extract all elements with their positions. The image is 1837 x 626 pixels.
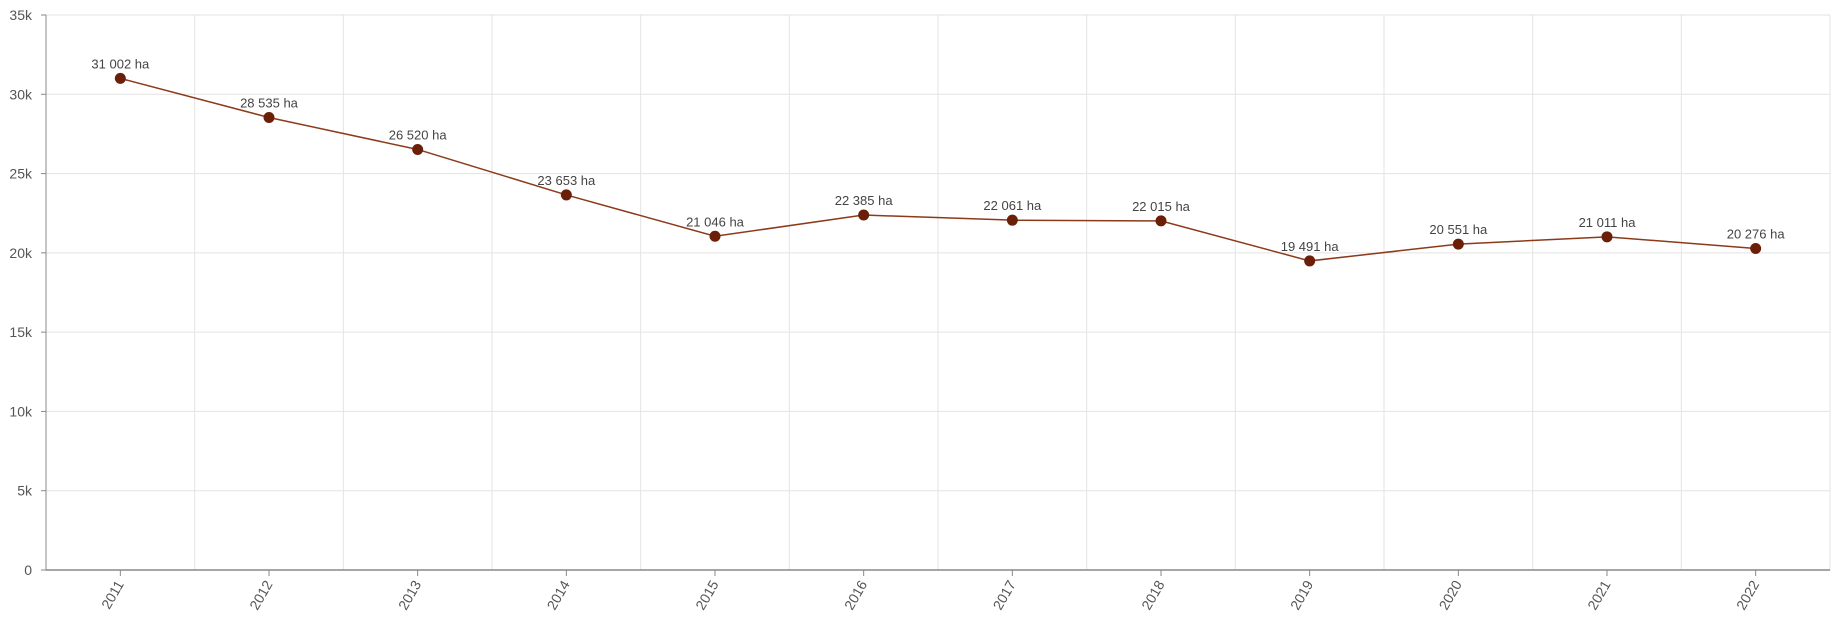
y-tick-label: 30k bbox=[9, 86, 33, 102]
data-label: 20 551 ha bbox=[1429, 222, 1488, 237]
data-point[interactable] bbox=[1155, 215, 1167, 227]
data-label: 22 385 ha bbox=[835, 193, 894, 208]
data-label: 20 276 ha bbox=[1727, 226, 1786, 241]
data-point[interactable] bbox=[709, 230, 721, 242]
y-tick-label: 35k bbox=[9, 7, 33, 23]
x-tick-label: 2019 bbox=[1287, 577, 1317, 612]
data-label: 22 061 ha bbox=[983, 198, 1042, 213]
x-tick-label: 2012 bbox=[246, 577, 276, 612]
y-tick-label: 10k bbox=[9, 403, 33, 419]
y-tick-label: 25k bbox=[9, 166, 33, 182]
x-tick-label: 2018 bbox=[1138, 577, 1168, 612]
x-tick-label: 2014 bbox=[543, 577, 573, 612]
x-axis-ticks: 2011 2012 2013 2014 2015 2016 2017 2018 2019 2020… bbox=[98, 570, 1762, 612]
y-tick-label: 20k bbox=[9, 245, 33, 261]
y-axis-ticks: 0 5k 10k 15k 20k 25k 30k 35k bbox=[9, 7, 46, 578]
x-tick-label: 2015 bbox=[692, 577, 722, 612]
x-tick-label: 2011 bbox=[98, 577, 127, 611]
data-point[interactable] bbox=[1006, 214, 1018, 226]
x-tick-label: 2020 bbox=[1435, 577, 1465, 612]
data-point[interactable] bbox=[114, 72, 126, 84]
data-label: 31 002 ha bbox=[91, 56, 150, 71]
axes bbox=[45, 15, 1830, 571]
data-label: 23 653 ha bbox=[537, 173, 596, 188]
data-labels: 31 002 ha 28 535 ha 26 520 ha 23 653 ha 21 0… bbox=[91, 56, 1785, 254]
data-label: 26 520 ha bbox=[389, 127, 448, 142]
data-point[interactable] bbox=[263, 112, 275, 124]
data-point[interactable] bbox=[560, 189, 572, 201]
data-label: 22 015 ha bbox=[1132, 199, 1191, 214]
data-label: 21 046 ha bbox=[686, 214, 745, 229]
y-tick-label: 0 bbox=[24, 562, 32, 578]
y-tick-label: 5k bbox=[17, 483, 33, 499]
series-line bbox=[120, 77, 1756, 262]
data-point[interactable] bbox=[1750, 242, 1762, 254]
data-point[interactable] bbox=[1304, 255, 1316, 267]
x-tick-label: 2021 bbox=[1584, 577, 1614, 612]
data-label: 21 011 ha bbox=[1579, 215, 1637, 230]
x-tick-label: 2017 bbox=[989, 577, 1019, 612]
x-tick-label: 2022 bbox=[1733, 577, 1763, 612]
y-tick-label: 15k bbox=[9, 324, 33, 340]
x-tick-label: 2013 bbox=[395, 577, 425, 612]
data-points bbox=[114, 72, 1762, 267]
data-point[interactable] bbox=[412, 143, 424, 155]
x-tick-label: 2016 bbox=[841, 577, 871, 612]
series-polyline bbox=[120, 77, 1756, 262]
data-label: 19 491 ha bbox=[1281, 239, 1340, 254]
data-label: 28 535 ha bbox=[240, 96, 299, 111]
grid-lines bbox=[46, 14, 1831, 570]
data-point[interactable] bbox=[1601, 231, 1613, 243]
data-point[interactable] bbox=[858, 209, 870, 221]
data-point[interactable] bbox=[1452, 238, 1464, 250]
